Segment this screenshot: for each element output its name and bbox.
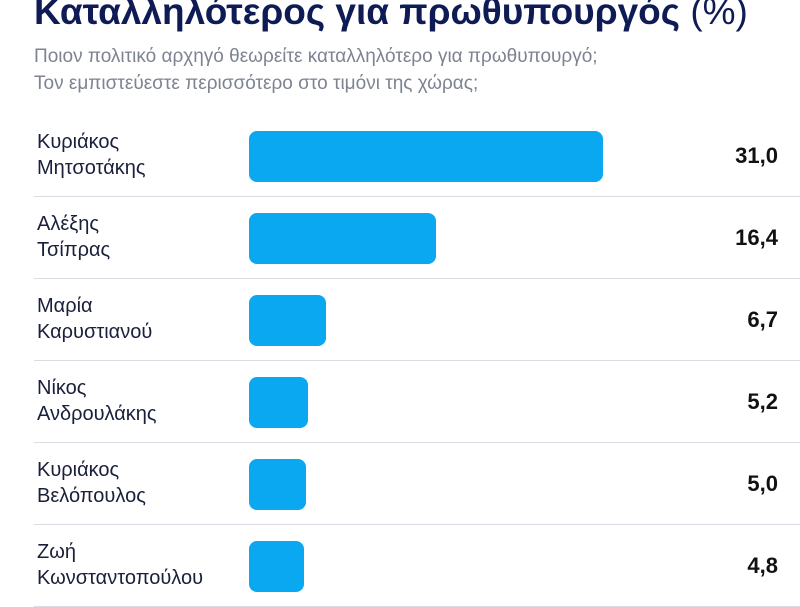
category-label-line: Κυριάκος (37, 131, 120, 153)
category-label-line: Κωνσταντοπούλου (37, 567, 204, 589)
bar (249, 131, 603, 182)
chart-row: Μαρία Καρυστιανού 6,7 (0, 279, 800, 361)
category-label: Ζωή Κωνσταντοπούλου (37, 539, 203, 591)
row-divider (34, 278, 800, 279)
chart-title: Καταλληλότερος για πρωθυπουργός (%) (34, 0, 748, 34)
chart-row: Κυριάκος Βελόπουλος 5,0 (0, 443, 800, 525)
chart-title-unit: (%) (690, 0, 748, 32)
value-label: 6,7 (747, 307, 778, 332)
value-label: 4,8 (747, 553, 778, 578)
category-label-line: Νίκος (37, 377, 87, 399)
category-label-line: Ζωή (37, 541, 76, 563)
chart-subtitle-line-2: Τον εμπιστεύεστε περισσότερο στο τιμόνι … (34, 73, 479, 94)
category-label: Κυριάκος Βελόπουλος (37, 457, 146, 509)
category-label-line: Αλέξης (37, 213, 99, 235)
bar (249, 541, 304, 592)
chart-row: Νίκος Ανδρουλάκης 5,2 (0, 361, 800, 443)
category-label: Μαρία Καρυστιανού (37, 293, 152, 345)
row-divider (34, 196, 800, 197)
value-label: 5,2 (747, 389, 778, 414)
row-divider (34, 442, 800, 443)
category-label: Νίκος Ανδρουλάκης (37, 375, 157, 427)
category-label-line: Καρυστιανού (37, 321, 153, 343)
bar-chart: Κυριάκος Μητσοτάκης 31,0 Αλέξης Τσίπρας 16,4 Μ… (0, 115, 800, 607)
value-label: 5,0 (747, 471, 778, 496)
category-label: Αλέξης Τσίπρας (37, 211, 110, 263)
category-label-line: Ανδρουλάκης (37, 403, 157, 425)
category-label-line: Μαρία (37, 295, 93, 317)
chart-title-main: Καταλληλότερος για πρωθυπουργός (34, 0, 681, 32)
bar (249, 459, 306, 510)
row-divider (34, 524, 800, 525)
chart-row: Κυριάκος Μητσοτάκης 31,0 (0, 115, 800, 197)
category-label: Κυριάκος Μητσοτάκης (37, 129, 146, 181)
value-label: 16,4 (735, 225, 778, 250)
bar (249, 377, 308, 428)
category-label-line: Κυριάκος (37, 459, 120, 481)
category-label-line: Βελόπουλος (37, 485, 146, 507)
bar (249, 213, 436, 264)
category-label-line: Μητσοτάκης (37, 157, 146, 179)
chart-subtitle-line-1: Ποιον πολιτικό αρχηγό θεωρείτε καταλληλό… (34, 46, 598, 67)
chart-row: Ζωή Κωνσταντοπούλου 4,8 (0, 525, 800, 607)
chart-row: Αλέξης Τσίπρας 16,4 (0, 197, 800, 279)
row-divider (34, 360, 800, 361)
value-label: 31,0 (735, 143, 778, 168)
category-label-line: Τσίπρας (37, 239, 111, 261)
bar (249, 295, 326, 346)
